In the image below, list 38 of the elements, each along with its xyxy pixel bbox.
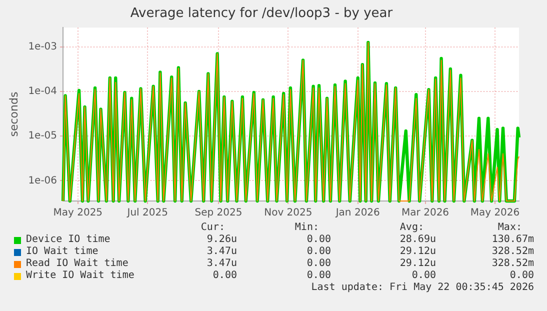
x-tick-label: Nov 2025: [264, 208, 312, 219]
text: 9.26u: [206, 234, 237, 246]
x-tick-label: Mar 2026: [402, 208, 450, 219]
text: 29.12u: [400, 246, 436, 258]
text: 0.00: [306, 258, 331, 270]
y-tick-label: 1e-05: [28, 130, 58, 142]
x-tick-label: May 2025: [53, 208, 103, 219]
text: 29.12u: [400, 258, 436, 270]
chart-title: Average latency for /dev/loop3 - by year: [130, 6, 394, 22]
x-tick-label: May 2026: [470, 208, 520, 219]
text: 28.69u: [400, 234, 436, 246]
text: 130.67m: [492, 234, 534, 246]
legend-label: Write IO Wait time: [26, 270, 134, 282]
text: 3.47u: [206, 258, 237, 270]
text: 0.00: [306, 246, 331, 258]
text: Cur:: [200, 222, 225, 234]
x-tick-label: Sep 2025: [194, 208, 242, 219]
text: 328.52m: [492, 246, 534, 258]
text: 0.00: [510, 270, 534, 282]
x-tick-label: Jan 2026: [334, 208, 380, 219]
text: Last update: Fri May 22 00:35:45 2026: [311, 282, 534, 294]
text: 0.00: [306, 270, 331, 282]
legend-label: IO Wait time: [26, 246, 98, 258]
y-tick-label: 1e-03: [28, 41, 58, 52]
y-tick-label: 1e-04: [28, 86, 58, 98]
x-tick-label: Jul 2025: [126, 208, 168, 219]
text: 3.47u: [206, 246, 237, 258]
text: 0.00: [306, 234, 331, 246]
text: Avg:: [400, 222, 424, 234]
legend-label: Read IO Wait time: [26, 258, 128, 270]
text: Min:: [294, 222, 319, 234]
y-axis-title: seconds: [7, 92, 20, 137]
text: Max:: [498, 222, 522, 234]
text: 0.00: [212, 270, 237, 282]
legend-label: Device IO time: [26, 234, 110, 246]
text: 328.52m: [492, 258, 534, 270]
y-tick-label: 1e-06: [28, 175, 58, 186]
text: 0.00: [412, 270, 436, 282]
